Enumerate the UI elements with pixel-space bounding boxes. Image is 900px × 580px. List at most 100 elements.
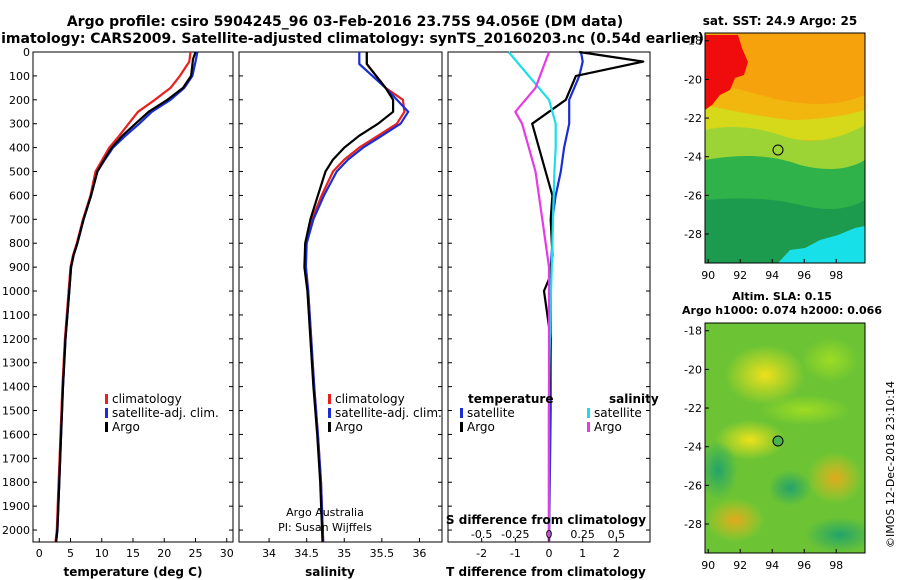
x-tick-label: 35.5 — [370, 547, 395, 560]
legend-s-argo-label: Argo — [594, 420, 622, 434]
depth-tick-label: 1000 — [2, 285, 30, 298]
sst-red-patch — [705, 35, 748, 110]
depth-tick-label: 1900 — [2, 500, 30, 513]
difference-legend: temperature satellite Argo salinity sate… — [460, 392, 659, 434]
x-tick-label: 36 — [412, 547, 426, 560]
sst-cyan-patch — [778, 226, 865, 263]
sst-warm-band — [705, 33, 865, 104]
lon-tick-label: 94 — [765, 559, 779, 572]
sla-map-title-1: Altim. SLA: 0.15 — [732, 290, 832, 303]
title-line-1: Argo profile: csiro 5904245_96 03-Feb-20… — [67, 14, 623, 30]
x-axes: 0 5 10 15 20 25 30 34 34.5 35 35.5 36 -2 -1 0 1 2 -0.5 -0.… — [36, 528, 625, 560]
x-tick-label: 34.5 — [294, 547, 319, 560]
sla-argo-marker — [772, 435, 784, 447]
difference-series — [507, 50, 645, 543]
lat-tick-label: -28 — [684, 228, 702, 241]
legend-argo-label: Argo — [112, 420, 140, 434]
depth-tick-label: 1300 — [2, 357, 30, 370]
sla-teal-blob — [768, 470, 812, 506]
legend-climatology-label: climatology — [335, 392, 405, 406]
sla-yellow-blob — [725, 345, 805, 405]
depth-tick-label: 1700 — [2, 452, 30, 465]
lon-tick-label: 94 — [765, 269, 779, 282]
sla-teal-blob-3 — [705, 440, 738, 500]
legend-argo-label: Argo — [335, 420, 363, 434]
sla-map-frame — [704, 322, 866, 554]
depth-tick-label: 1100 — [2, 309, 30, 322]
depth-tick-label: 600 — [9, 189, 30, 202]
lat-tick-label: -24 — [684, 151, 702, 164]
imos-stamp: ©IMOS 12-Dec-2018 23:10:14 — [884, 381, 897, 548]
x-tick-label: 2 — [613, 547, 620, 560]
depth-tick-label: 700 — [9, 213, 30, 226]
lat-tick-label: -18 — [684, 35, 702, 48]
sst-argo-marker — [772, 144, 784, 156]
legend-satellite-label: satellite-adj. clim. — [112, 406, 219, 420]
series-line-s-argo — [514, 51, 551, 542]
legend-s-argo-swatch — [587, 422, 590, 432]
sla-orange-blob-2 — [807, 452, 863, 504]
sla-lime-blob — [802, 338, 858, 382]
x-top-tick-label: 0 — [546, 528, 553, 541]
x-tick-label: 1 — [579, 547, 586, 560]
lat-tick-label: -26 — [684, 479, 702, 492]
legend-satellite-label: satellite-adj. clim. — [335, 406, 442, 420]
lat-tick-label: -22 — [684, 112, 702, 125]
legend-t-satellite-label: satellite — [467, 406, 515, 420]
salinity-legend: climatology satellite-adj. clim. Argo — [328, 392, 442, 434]
x-top-tick-label: -0.25 — [501, 528, 529, 541]
sla-teal-blob-2 — [805, 517, 865, 553]
lat-tick-label: -28 — [684, 518, 702, 531]
x-tick-label: -1 — [510, 547, 521, 560]
depth-tick-label: 1200 — [2, 333, 30, 346]
lon-tick-label: 96 — [797, 559, 811, 572]
depth-tick-label: 0 — [23, 46, 30, 59]
lat-tick-label: -18 — [684, 325, 702, 338]
depth-tick-label: 200 — [9, 94, 30, 107]
sla-map-title-2: Argo h1000: 0.074 h2000: 0.066 — [682, 304, 882, 317]
lon-tick-label: 92 — [733, 269, 747, 282]
depth-tick-label: 1500 — [2, 405, 30, 418]
x-tick-label: 5 — [67, 547, 74, 560]
x-tick-label: 35 — [337, 547, 351, 560]
x-tick-label: 15 — [126, 547, 140, 560]
x-tick-label: 20 — [157, 547, 171, 560]
temperature-legend: climatology satellite-adj. clim. Argo — [105, 392, 219, 434]
depth-tick-label: 500 — [9, 166, 30, 179]
x-tick-label: 0 — [546, 547, 553, 560]
lat-tick-label: -26 — [684, 189, 702, 202]
sst-map-frame — [704, 32, 866, 264]
legend-satellite-swatch — [105, 408, 108, 418]
legend-climatology-swatch — [105, 394, 108, 404]
lat-tick-label: -24 — [684, 441, 702, 454]
x-tick-label: 34 — [262, 547, 276, 560]
legend-t-argo-label: Argo — [467, 420, 495, 434]
lon-tick-label: 92 — [733, 559, 747, 572]
lon-tick-label: 98 — [829, 559, 843, 572]
depth-tick-label: 2000 — [2, 524, 30, 537]
series-line-argo — [55, 51, 197, 543]
salinity-panel-frame — [238, 51, 443, 543]
depth-tick-label: 800 — [9, 237, 30, 250]
x-tick-label: -2 — [476, 547, 487, 560]
x-top-tick-label: 0.25 — [570, 528, 595, 541]
lat-tick-label: -20 — [684, 363, 702, 376]
sla-map — [704, 322, 866, 554]
legend-t-satellite-swatch — [460, 408, 463, 418]
annotation-argo-australia: Argo Australia — [286, 506, 364, 519]
depth-tick-label: 1400 — [2, 381, 30, 394]
series-line-t-satellite — [547, 51, 584, 543]
x-tick-label: 30 — [220, 547, 234, 560]
sla-lime-blob-2 — [760, 395, 850, 425]
sla-orange-blob — [705, 498, 765, 542]
x-tick-label: 25 — [189, 547, 203, 560]
legend-climatology-swatch — [328, 394, 331, 404]
difference-xlabel: T difference from climatology — [446, 565, 646, 579]
x-top-tick-label: -0.5 — [471, 528, 492, 541]
lon-tick-label: 98 — [829, 269, 843, 282]
salinity-xlabel: salinity — [305, 565, 355, 579]
lon-tick-label: 96 — [797, 269, 811, 282]
legend-s-satellite-swatch — [587, 408, 590, 418]
title-line-2: Climatology: CARS2009. Satellite-adjuste… — [0, 31, 704, 47]
